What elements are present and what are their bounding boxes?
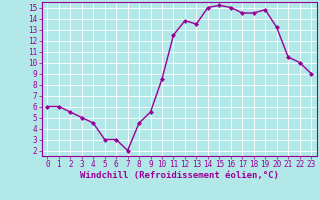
X-axis label: Windchill (Refroidissement éolien,°C): Windchill (Refroidissement éolien,°C) [80, 171, 279, 180]
